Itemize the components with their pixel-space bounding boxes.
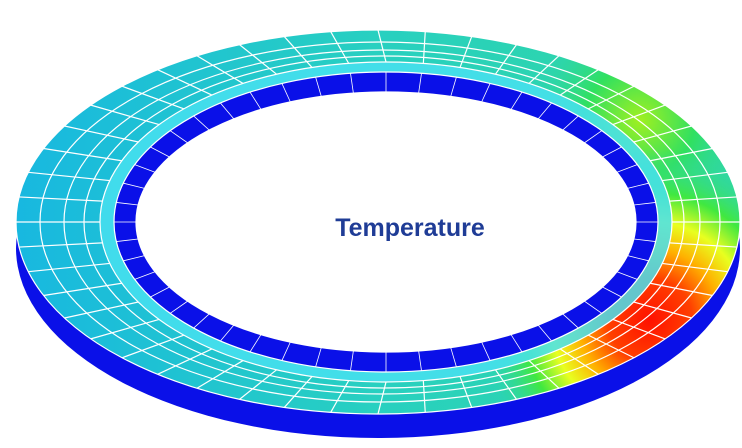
title-label: Temperature [335,214,485,242]
temperature-ring-render: Temperature [0,0,742,448]
page: {"figure": {"label": "Temperature"}} [0,0,742,448]
